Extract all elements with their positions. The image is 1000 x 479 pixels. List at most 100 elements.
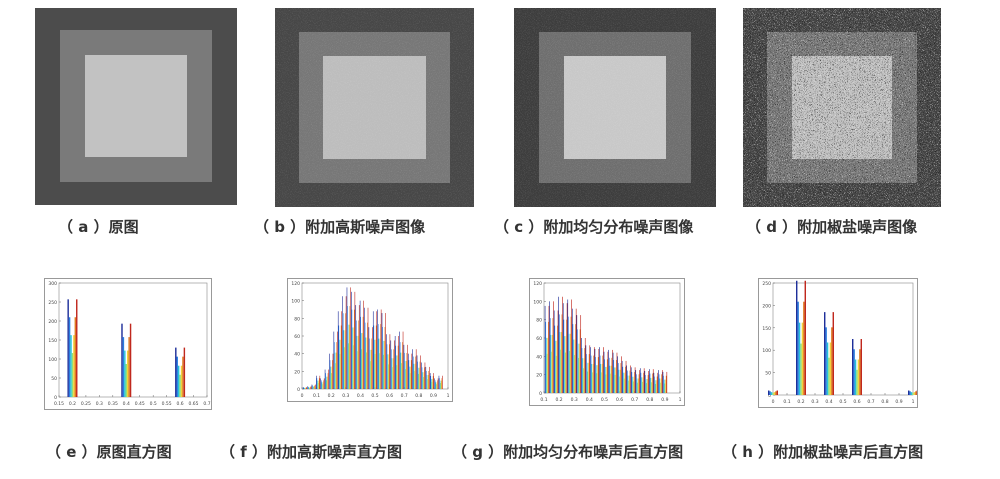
histogram-bar [659,378,661,393]
histogram-bar [417,361,418,389]
histogram-bar [408,360,410,389]
histogram-bar [586,362,588,393]
histogram-bar [551,334,553,393]
histogram-bar [571,308,573,393]
histogram-bar [414,363,416,389]
histogram-bar [74,317,77,397]
histogram-bar [554,325,556,393]
histogram-bar [306,387,307,389]
histogram-bar [440,383,442,389]
histogram-bar [367,322,368,389]
histogram-bar [404,352,405,389]
histogram-bar [374,354,376,389]
x-tick-label: 0.8 [881,399,888,405]
y-tick-label: 200 [762,303,771,309]
histogram-bar [568,333,570,393]
x-tick-label: 0.4 [357,393,364,399]
histogram-bar [387,354,388,389]
histogram-bar [353,327,354,389]
histogram-bar [389,334,391,389]
histogram-bar [623,372,624,393]
histogram-bar [345,296,347,389]
histogram-bar [547,321,549,393]
histogram-bar [563,319,565,393]
histogram-bar [348,343,350,389]
histogram-bar [653,372,655,393]
histogram-bar [313,386,315,389]
histogram-bar [641,381,643,393]
histogram-bar [613,360,615,393]
histogram-bar [657,372,659,393]
histogram-bar [329,353,330,389]
histogram-bar [593,347,595,393]
histogram-bar [604,366,606,393]
histogram-bar [313,387,314,389]
histogram-bar [627,375,629,393]
histogram-bar [412,356,414,389]
x-tick-label: 0.3 [96,401,103,407]
salt-pepper-noise-image [743,8,941,207]
histogram-bar [325,376,327,389]
x-tick-label: 0.55 [162,401,172,407]
histogram-bar [332,360,333,389]
histogram-bar [614,367,615,393]
histogram-bar [382,340,384,389]
histogram-bar [362,316,364,389]
histogram-bar [908,390,910,395]
histogram-bar [350,287,351,389]
histogram-bar [315,384,316,389]
histogram-bar [420,355,421,389]
histogram-bar [368,327,370,389]
histogram-bar [129,323,132,397]
histogram-bar [421,362,422,389]
histogram-bar [857,359,860,395]
histogram-bar [655,383,657,393]
histogram-bar [584,338,586,393]
histogram-bar [654,376,655,393]
histogram-bar [556,340,558,393]
histogram-bar [553,310,555,393]
histogram-bar [124,350,126,397]
histogram-bar [852,339,854,395]
histogram-bar [395,345,397,389]
histogram-bar [361,349,363,389]
histogram-bar [560,332,562,393]
histogram-bar [183,347,186,397]
histogram-bar [553,301,554,393]
histogram-bar [400,352,402,389]
x-tick-label: 1 [912,399,915,405]
histogram-bar [405,361,407,389]
histogram-original: 0 50 100 150 200 250 300 0.15 0.2 0.25 0.3 0.35 0.4 0… [44,278,212,410]
histogram-bar [423,372,425,389]
histogram-bar [179,374,181,397]
histogram-bar [417,367,419,389]
histogram-bar [623,378,625,393]
histogram-bar [377,324,379,389]
histogram-bar [344,330,346,389]
histogram-bar [346,287,348,389]
y-tick-label: 50 [51,376,57,382]
histogram-bar [599,347,600,393]
histogram-bar [424,362,426,389]
x-tick-label: 0.5 [839,399,846,405]
histogram-bar [318,378,320,389]
histogram-bar [601,363,603,393]
histogram-bar [344,347,345,389]
histogram-salt-pepper: 0 50 100 150 200 250 0 0.1 0.2 0.3 0.4 0.5 0.6 0.7 0.8… [758,278,918,408]
histogram-bar [307,386,308,389]
x-tick-label: 0.9 [661,397,668,403]
histogram-bar [396,365,398,389]
histogram-bar [557,310,559,393]
histogram-bar [654,380,656,393]
histogram-bar [666,371,668,393]
x-tick-label: 0.5 [150,401,157,407]
original-image [35,8,237,205]
histogram-bar [598,349,600,393]
histogram-bar [610,365,612,393]
histogram-bar [632,376,633,393]
histogram-bar [770,392,773,395]
histogram-bar [428,370,430,389]
histogram-bar [854,359,857,395]
histogram-bar [345,313,346,389]
gaussian-noise-image [275,8,474,207]
